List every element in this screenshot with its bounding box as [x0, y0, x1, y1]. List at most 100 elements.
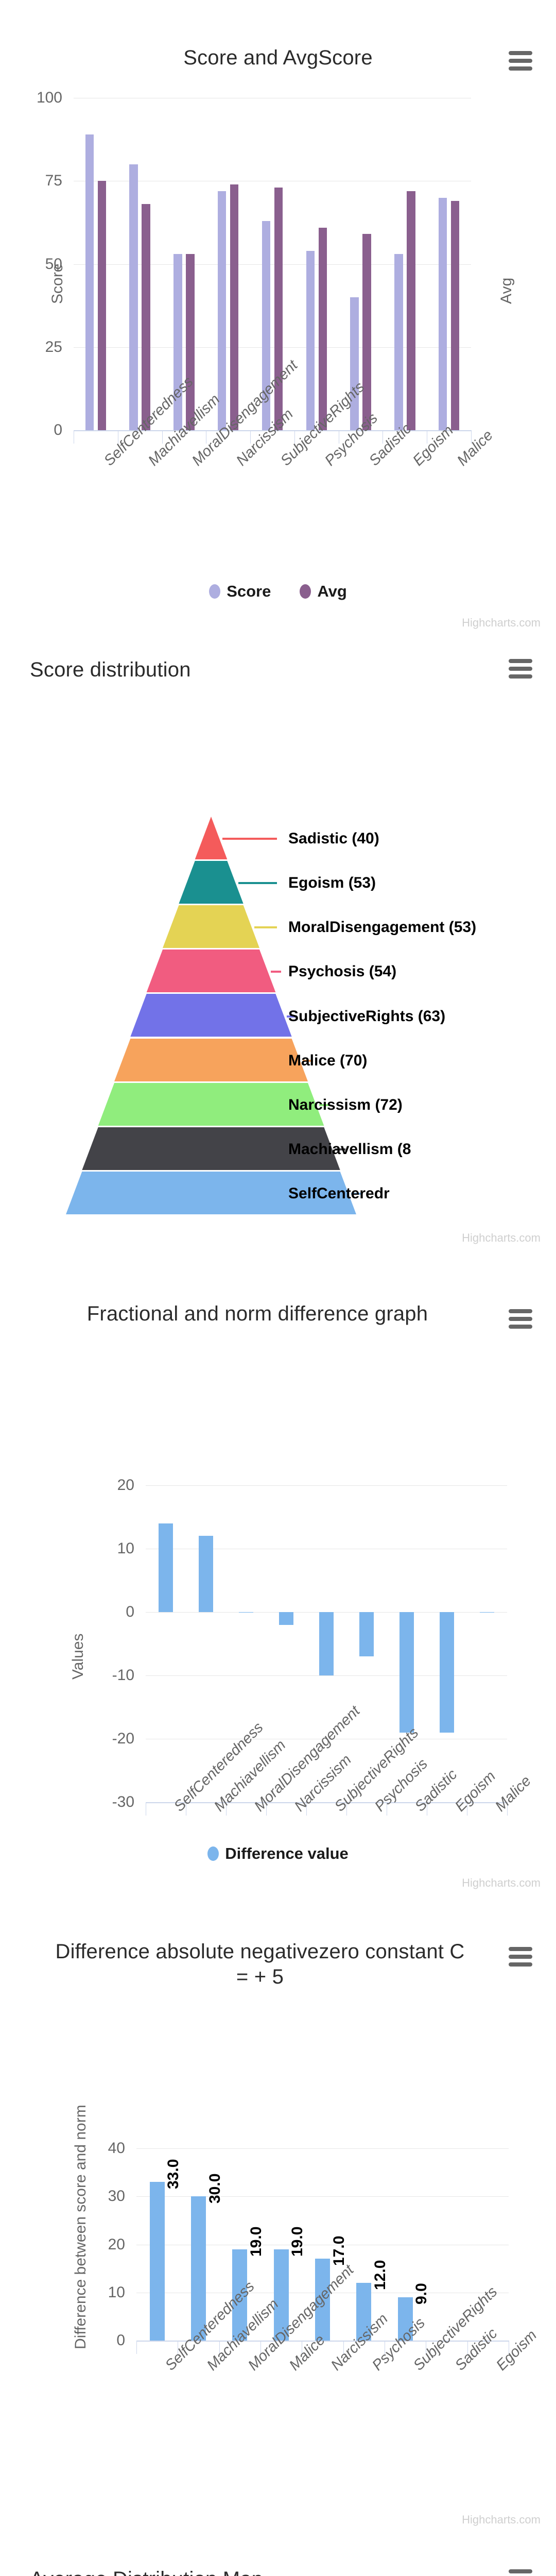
- x-axis-tickmark: [266, 1802, 267, 1816]
- pyramid-connector: [335, 1148, 345, 1150]
- chart-card-difference-absolute: Difference absolute negativezero constan…: [0, 1896, 556, 2545]
- bar[interactable]: [479, 1612, 495, 1613]
- hamburger-menu-icon[interactable]: [509, 1946, 532, 1967]
- x-axis-tickmark: [346, 1802, 347, 1816]
- chart3-credit: Highcharts.com: [462, 1876, 541, 1889]
- hamburger-menu-icon[interactable]: [509, 2569, 532, 2576]
- bar[interactable]: [217, 191, 227, 430]
- legend-label: Avg: [317, 582, 347, 600]
- pyramid-segment[interactable]: [0, 1038, 556, 1081]
- pyramid-segment[interactable]: [0, 1082, 556, 1126]
- bar[interactable]: [85, 134, 94, 430]
- chart4-plot: 0 10 20 30 40 Difference between score and no…: [0, 1896, 556, 2545]
- legend-item[interactable]: Avg: [300, 582, 347, 601]
- gridline: [146, 1485, 507, 1486]
- chart3-title: Fractional and norm difference graph: [86, 1302, 428, 1325]
- bar[interactable]: [262, 221, 271, 430]
- bar[interactable]: [350, 297, 359, 430]
- pyramid-connector: [287, 1015, 297, 1018]
- bar[interactable]: [399, 1612, 414, 1733]
- y-axis-tick-label: 50: [45, 255, 62, 273]
- pyramid-segment[interactable]: [0, 950, 556, 993]
- bar[interactable]: [273, 2249, 289, 2341]
- pyramid-segment[interactable]: [0, 905, 556, 948]
- x-axis-line: [146, 1802, 507, 1803]
- bar[interactable]: [158, 1523, 173, 1612]
- x-axis-tickmark: [226, 1802, 227, 1816]
- bar-data-label: 12.0: [370, 2259, 390, 2291]
- bar[interactable]: [319, 1612, 334, 1675]
- y-axis-tick-label: 100: [36, 89, 62, 106]
- y-axis-tick-label: 0: [116, 2332, 125, 2349]
- pyramid-label: Machiavellism (8: [288, 1140, 411, 1158]
- bar[interactable]: [394, 254, 403, 430]
- bar[interactable]: [450, 200, 460, 430]
- pyramid-connector: [238, 882, 277, 885]
- chart-card-score-and-avgscore: Score and AvgScore 0 25 50 75 100 Score Avg Sel…: [0, 0, 556, 634]
- x-axis-label: Egoism: [493, 2327, 540, 2374]
- x-axis-tickmark: [471, 430, 472, 444]
- x-axis-tickmark: [219, 2341, 220, 2354]
- y-axis-title-right: Avg: [498, 277, 515, 304]
- bar[interactable]: [359, 1612, 374, 1657]
- chart-card-average-distribution-map: Average Distribution Map MoralDisengagem…: [0, 2545, 556, 2576]
- legend-color-swatch: [300, 584, 311, 599]
- pyramid-connector: [270, 971, 281, 973]
- pyramid-segment[interactable]: [0, 1171, 556, 1214]
- bar-data-label: 19.0: [288, 2225, 307, 2258]
- bar[interactable]: [238, 1612, 254, 1613]
- x-axis-line: [74, 430, 471, 431]
- bar[interactable]: [315, 2259, 331, 2341]
- bar[interactable]: [438, 197, 447, 430]
- y-axis-tick-label: 0: [54, 421, 62, 438]
- bar[interactable]: [198, 1536, 214, 1612]
- y-axis-tick-label: 30: [108, 2188, 125, 2205]
- gridline: [136, 2148, 509, 2149]
- pyramid-segment[interactable]: [0, 994, 556, 1037]
- bar[interactable]: [190, 2196, 206, 2341]
- bar[interactable]: [306, 250, 315, 430]
- bar[interactable]: [318, 227, 327, 430]
- bar[interactable]: [274, 188, 283, 430]
- x-axis-tickmark: [162, 430, 163, 444]
- chart3-plot: -30 -20 -10 0 10 20 Values SelfCenteredness Mach…: [0, 1257, 556, 1896]
- bar[interactable]: [279, 1612, 294, 1625]
- chart2-pyramid: Sadistic (40) Egoism (53) MoralDisengageme…: [0, 634, 556, 1257]
- pyramid-segment[interactable]: [0, 1127, 556, 1170]
- bar[interactable]: [230, 184, 239, 430]
- bar[interactable]: [362, 234, 371, 430]
- hamburger-menu-icon[interactable]: [509, 50, 532, 71]
- chart4-credit: Highcharts.com: [462, 2513, 541, 2526]
- bar[interactable]: [97, 181, 107, 430]
- chart3-legend: Difference value: [0, 1844, 556, 1863]
- bar[interactable]: [186, 254, 195, 430]
- x-axis-tickmark: [250, 430, 251, 444]
- y-axis-tick-label: 75: [45, 172, 62, 190]
- bar[interactable]: [173, 254, 182, 430]
- bar[interactable]: [356, 2283, 372, 2341]
- hamburger-menu-icon[interactable]: [509, 1309, 532, 1329]
- x-axis-label: Malice: [454, 427, 497, 469]
- pyramid-segment[interactable]: [0, 817, 556, 860]
- bar[interactable]: [439, 1612, 455, 1733]
- bar[interactable]: [407, 191, 415, 430]
- bar[interactable]: [142, 204, 150, 430]
- y-axis-tick-label: 10: [117, 1540, 134, 1557]
- bar[interactable]: [232, 2249, 248, 2341]
- legend-item[interactable]: Score: [209, 582, 271, 601]
- x-axis-tickmark: [260, 2341, 261, 2354]
- hamburger-menu-icon[interactable]: [509, 658, 532, 679]
- chart-card-score-distribution: Score distribution Sadistic (40) Egoism (…: [0, 634, 556, 1257]
- y-axis-tick-label: 20: [117, 1477, 134, 1494]
- x-axis-label: Egoism: [452, 1768, 499, 1815]
- x-axis-tickmark: [306, 1802, 307, 1816]
- bar[interactable]: [129, 164, 138, 430]
- y-axis-title: Values: [70, 1633, 86, 1680]
- bar[interactable]: [149, 2182, 165, 2341]
- chart1-legend: Score Avg: [0, 582, 556, 601]
- pyramid-segment[interactable]: [0, 861, 556, 904]
- bar[interactable]: [397, 2297, 413, 2341]
- legend-item[interactable]: Difference value: [207, 1844, 349, 1863]
- legend-color-swatch: [207, 1846, 219, 1861]
- pyramid-connector: [319, 1104, 329, 1106]
